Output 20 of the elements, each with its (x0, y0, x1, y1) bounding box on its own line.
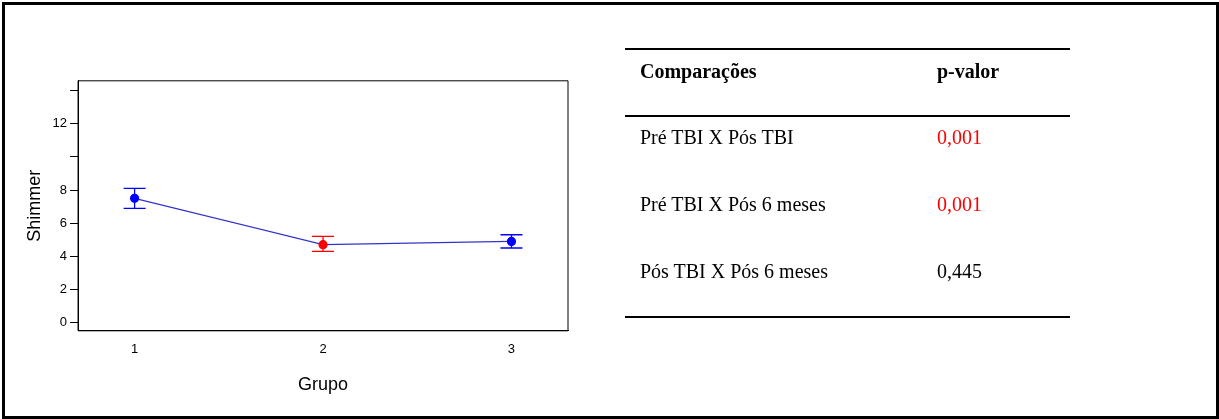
x-axis-title: Grupo (298, 374, 349, 395)
y-tick-label: 12 (52, 115, 68, 131)
text: Pré TBI X Pós 6 meses (640, 193, 826, 216)
y-tick-label: 8 (59, 181, 68, 197)
text: p-valor (937, 60, 1000, 83)
x-tick-label: 1 (130, 341, 139, 357)
y-axis-title: Shimmer (23, 169, 44, 242)
y-tick-label: 2 (59, 280, 68, 296)
x-tick-label: 3 (507, 341, 516, 357)
text: Comparações (640, 60, 757, 83)
text: Pré TBI X Pós TBI (640, 126, 794, 149)
point (506, 236, 517, 246)
text: 0,001 (937, 193, 982, 216)
y-tick-label: 4 (59, 247, 68, 263)
text: Pós TBI X Pós 6 meses (640, 260, 828, 283)
y-tick-label: 0 (59, 314, 68, 330)
text: 0,445 (937, 260, 982, 283)
x-tick-label: 2 (319, 341, 327, 357)
text: 0,001 (937, 126, 982, 149)
y-tick-label: 6 (59, 214, 68, 230)
